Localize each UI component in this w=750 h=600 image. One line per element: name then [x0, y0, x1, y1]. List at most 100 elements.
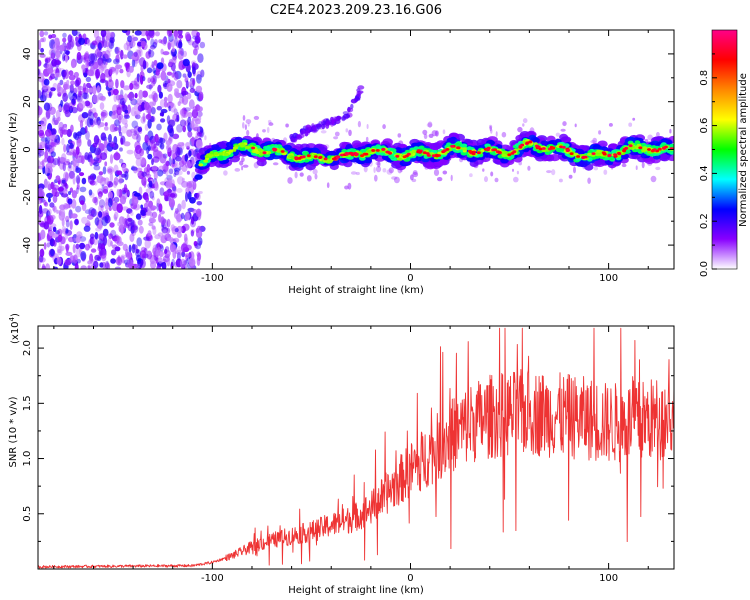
halo-blob [247, 122, 250, 127]
noise-blob [96, 175, 104, 184]
noise-blob [147, 230, 152, 237]
noise-blob [100, 63, 107, 71]
branch-blob [290, 137, 296, 143]
halo-blob [223, 170, 228, 176]
noise-blob [116, 106, 122, 116]
noise-blob [184, 77, 188, 84]
noise-blob [48, 230, 55, 236]
noise-blob [158, 257, 163, 264]
noise-blob [96, 85, 101, 94]
halo-blob [334, 131, 340, 137]
noise-blob [75, 247, 82, 258]
noise-blob [47, 146, 50, 153]
noise-blob [116, 203, 123, 214]
noise-blob [167, 237, 174, 242]
noise-blob [181, 199, 186, 210]
trace-blob [253, 149, 259, 153]
noise-blob [188, 257, 196, 267]
noise-blob [61, 226, 67, 233]
noise-blob [93, 135, 100, 145]
halo-blob [242, 122, 245, 129]
noise-blob [113, 196, 120, 203]
noise-blob [132, 83, 140, 90]
noise-blob [135, 114, 141, 120]
halo-blob [234, 168, 241, 172]
halo-blob [365, 136, 369, 142]
noise-blob [98, 65, 104, 74]
noise-blob [178, 47, 184, 55]
noise-blob [160, 235, 167, 244]
noise-blob [70, 60, 76, 69]
noise-blob [72, 175, 76, 185]
trace-core [607, 153, 612, 157]
noise-blob [91, 210, 96, 215]
noise-blob [97, 120, 102, 129]
halo-blob [427, 121, 433, 128]
noise-blob [87, 88, 95, 93]
noise-blob [176, 188, 183, 193]
halo-blob [546, 170, 552, 174]
halo-blob [655, 166, 661, 171]
noise-blob [61, 137, 65, 146]
noise-blob [49, 106, 56, 115]
noise-blob [109, 141, 116, 148]
trace-core [335, 156, 340, 159]
noise-blob [188, 99, 195, 110]
noise-blob [131, 224, 139, 233]
noise-blob [147, 118, 152, 129]
trace-blob [198, 163, 204, 167]
trace-blob [555, 147, 563, 153]
noise-blob [154, 133, 159, 143]
noise-blob [159, 187, 165, 196]
halo-blob [239, 160, 244, 166]
noise-blob [196, 32, 201, 37]
trace-blob [642, 148, 648, 152]
halo-blob [382, 124, 386, 130]
trace-core [294, 156, 299, 160]
noise-blob [81, 112, 89, 119]
noise-blob [53, 205, 57, 213]
trace-core [566, 148, 571, 152]
noise-blob [150, 107, 156, 115]
trace-core [650, 149, 655, 153]
noise-blob [132, 36, 139, 42]
noise-blob [78, 100, 86, 109]
halo-blob [268, 122, 274, 126]
noise-blob [62, 37, 67, 43]
noise-blob [153, 59, 158, 66]
noise-blob [160, 118, 166, 123]
noise-blob [146, 67, 153, 74]
noise-blob [71, 237, 77, 242]
halo-blob [433, 169, 440, 176]
noise-blob [43, 31, 49, 36]
noise-blob [165, 140, 172, 146]
noise-blob [187, 71, 192, 78]
noise-blob [136, 73, 140, 83]
snr-axes: -100 0 100 0.5 1.0 1.5 2.0 [22, 326, 674, 584]
noise-blob [54, 37, 60, 44]
halo-blob [350, 171, 357, 175]
noise-blob [49, 202, 55, 208]
noise-blob [165, 160, 170, 167]
noise-blob [194, 193, 199, 200]
noise-blob [195, 208, 202, 218]
noise-blob [51, 187, 58, 197]
trace-blob [411, 149, 417, 153]
noise-blob [97, 242, 102, 250]
snr-multiplier: (x104) [8, 313, 21, 344]
noise-blob [166, 174, 173, 181]
noise-blob [119, 147, 123, 152]
noise-blob [43, 102, 51, 111]
trace-blob [425, 162, 436, 170]
noise-blob [86, 38, 91, 46]
noise-blob [68, 90, 76, 101]
halo-blob [501, 131, 507, 138]
noise-blob [171, 47, 175, 53]
trace-blob [232, 146, 238, 150]
noise-blob [104, 262, 111, 269]
trace-core [541, 147, 546, 150]
halo-blob [204, 135, 207, 141]
noise-blob [67, 40, 74, 50]
noise-blob [149, 216, 155, 223]
